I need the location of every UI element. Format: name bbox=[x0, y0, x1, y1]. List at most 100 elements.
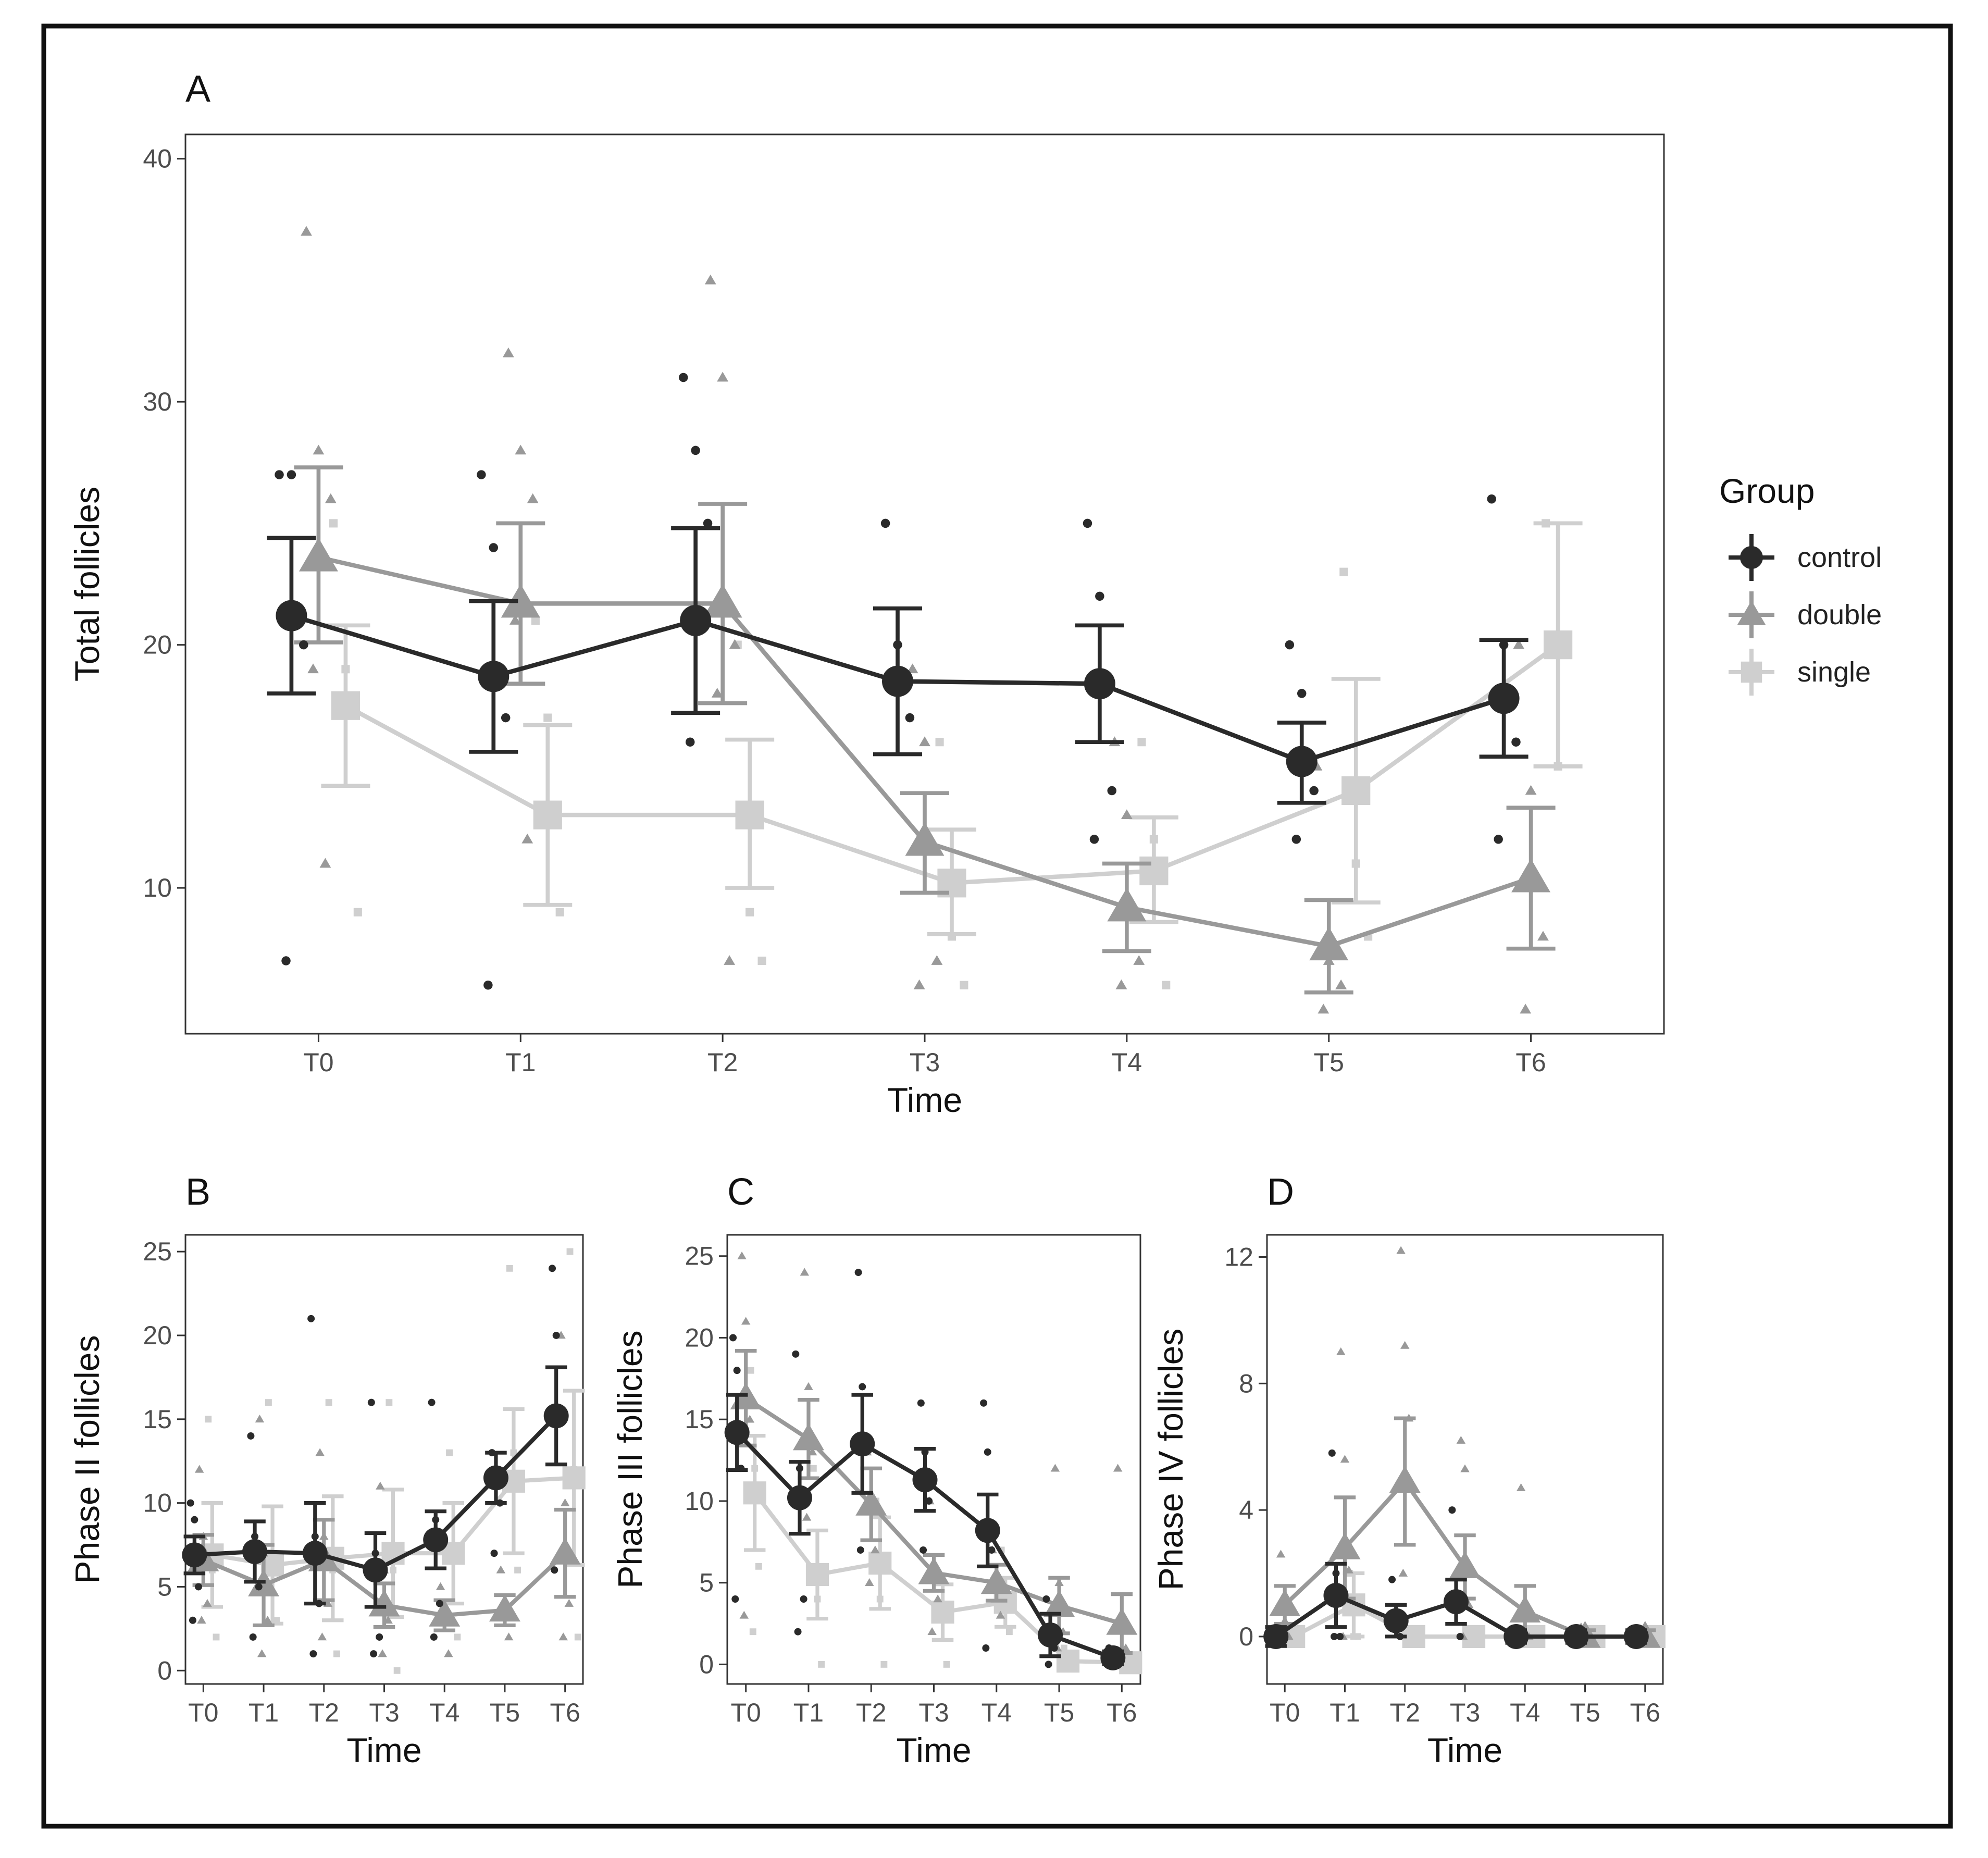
raw-point bbox=[865, 1578, 874, 1586]
raw-point bbox=[436, 1600, 443, 1607]
raw-point bbox=[1336, 1347, 1346, 1355]
mean-point bbox=[549, 1538, 581, 1565]
mean-point bbox=[562, 1466, 586, 1490]
mean-point bbox=[735, 800, 764, 829]
raw-point bbox=[925, 1497, 933, 1505]
y-tick-label: 40 bbox=[143, 144, 172, 174]
raw-point bbox=[749, 1628, 756, 1636]
mean-point bbox=[1038, 1622, 1063, 1648]
legend-label: control bbox=[1797, 542, 1882, 573]
raw-point bbox=[717, 371, 729, 382]
legend-square-marker bbox=[1741, 661, 1762, 683]
series-control bbox=[724, 1269, 1126, 1670]
raw-point bbox=[1340, 1455, 1350, 1463]
x-tick-label: T5 bbox=[1044, 1698, 1074, 1727]
y-tick-label: 10 bbox=[685, 1487, 714, 1516]
x-tick-label: T2 bbox=[1390, 1698, 1420, 1727]
raw-point bbox=[1339, 567, 1348, 576]
raw-point bbox=[247, 1432, 255, 1440]
raw-point bbox=[1083, 518, 1092, 528]
legend-triangle-marker bbox=[1737, 600, 1766, 625]
raw-point bbox=[1113, 1464, 1123, 1472]
raw-point bbox=[1456, 1632, 1464, 1640]
panel-D: D 0 4 8 12 T0 T1 T2 T3 T4 T5 T6 Time Phase IV follicl… bbox=[1151, 1171, 1666, 1769]
mean-point bbox=[1043, 1590, 1075, 1617]
mean-point bbox=[743, 1481, 766, 1505]
raw-point bbox=[711, 687, 723, 698]
raw-point bbox=[913, 979, 925, 989]
mean-point bbox=[1462, 1625, 1486, 1649]
raw-point bbox=[551, 1566, 558, 1574]
raw-point bbox=[203, 1599, 212, 1607]
raw-point bbox=[703, 518, 713, 528]
raw-point bbox=[333, 1650, 340, 1657]
raw-point bbox=[1276, 1550, 1286, 1558]
raw-point bbox=[531, 616, 540, 625]
mean-point bbox=[1449, 1551, 1481, 1578]
legend-item-double: double bbox=[1729, 591, 1882, 638]
raw-point bbox=[800, 1268, 810, 1276]
x-tick-label: T4 bbox=[429, 1698, 459, 1727]
mean-point bbox=[905, 822, 945, 856]
mean-point bbox=[501, 584, 540, 618]
mean-point bbox=[787, 1485, 812, 1510]
raw-point bbox=[1396, 1246, 1406, 1254]
raw-point bbox=[933, 1594, 942, 1603]
x-tick-label: T3 bbox=[910, 1048, 940, 1077]
series-control bbox=[182, 1265, 569, 1658]
mean-point bbox=[975, 1518, 1000, 1543]
raw-point bbox=[509, 615, 521, 625]
raw-point bbox=[490, 1550, 498, 1557]
y-tick-label: 4 bbox=[1239, 1495, 1253, 1525]
panel-label-B: B bbox=[185, 1171, 210, 1213]
x-tick-label: T0 bbox=[731, 1698, 761, 1727]
raw-point bbox=[564, 1599, 574, 1607]
y-tick-label: 25 bbox=[685, 1242, 714, 1271]
x-tick-label: T6 bbox=[1107, 1698, 1137, 1727]
x-tick-label: T0 bbox=[1270, 1698, 1300, 1727]
raw-point bbox=[313, 444, 325, 455]
panel-label-A: A bbox=[185, 68, 210, 110]
raw-point bbox=[1089, 835, 1099, 844]
mean-point bbox=[182, 1542, 207, 1568]
mean-point bbox=[483, 1465, 508, 1491]
mean-point bbox=[703, 584, 742, 618]
mean-point bbox=[855, 1489, 887, 1516]
raw-point bbox=[800, 1595, 807, 1603]
raw-point bbox=[1121, 809, 1133, 820]
raw-point bbox=[704, 274, 716, 284]
y-tick-label: 10 bbox=[143, 1489, 172, 1518]
raw-point bbox=[566, 1248, 574, 1255]
raw-point bbox=[691, 445, 700, 455]
raw-point bbox=[1331, 1632, 1338, 1640]
panel-A: A 10 20 30 40 T0 T1 T2 T3 T4 T5 T6 Time Total follicl… bbox=[68, 68, 1665, 1119]
raw-point bbox=[454, 1633, 461, 1641]
raw-point bbox=[1133, 955, 1145, 965]
raw-point bbox=[792, 1350, 800, 1358]
x-tick-label: T1 bbox=[505, 1048, 536, 1077]
panel-label-D: D bbox=[1267, 1171, 1294, 1213]
raw-point bbox=[1520, 1004, 1532, 1014]
raw-point bbox=[880, 1661, 888, 1668]
raw-point bbox=[810, 1465, 817, 1472]
legend-title: Group bbox=[1719, 472, 1815, 510]
panel-C: C 0 5 10 15 20 25 T0 T1 T2 T3 T4 T5 T6 Time Phase III f… bbox=[611, 1171, 1142, 1769]
series-control bbox=[267, 373, 1529, 990]
raw-point bbox=[1285, 640, 1295, 650]
raw-point bbox=[325, 1399, 332, 1406]
y-tick-label: 5 bbox=[699, 1568, 714, 1597]
y-axis-title-A: Total follicles bbox=[68, 487, 106, 682]
mean-point bbox=[489, 1594, 520, 1622]
mean-point bbox=[850, 1431, 875, 1457]
mean-point bbox=[1341, 776, 1371, 806]
plot-area-A bbox=[184, 133, 1665, 1035]
mean-point bbox=[1504, 1624, 1529, 1649]
raw-point bbox=[197, 1616, 206, 1624]
mean-point bbox=[931, 1601, 954, 1624]
x-tick-label: T3 bbox=[918, 1698, 949, 1727]
x-tick-label: T3 bbox=[1450, 1698, 1480, 1727]
raw-point bbox=[187, 1499, 194, 1507]
mean-point bbox=[1444, 1589, 1469, 1615]
raw-point bbox=[386, 1399, 393, 1406]
x-axis-title-A: Time bbox=[887, 1081, 962, 1119]
